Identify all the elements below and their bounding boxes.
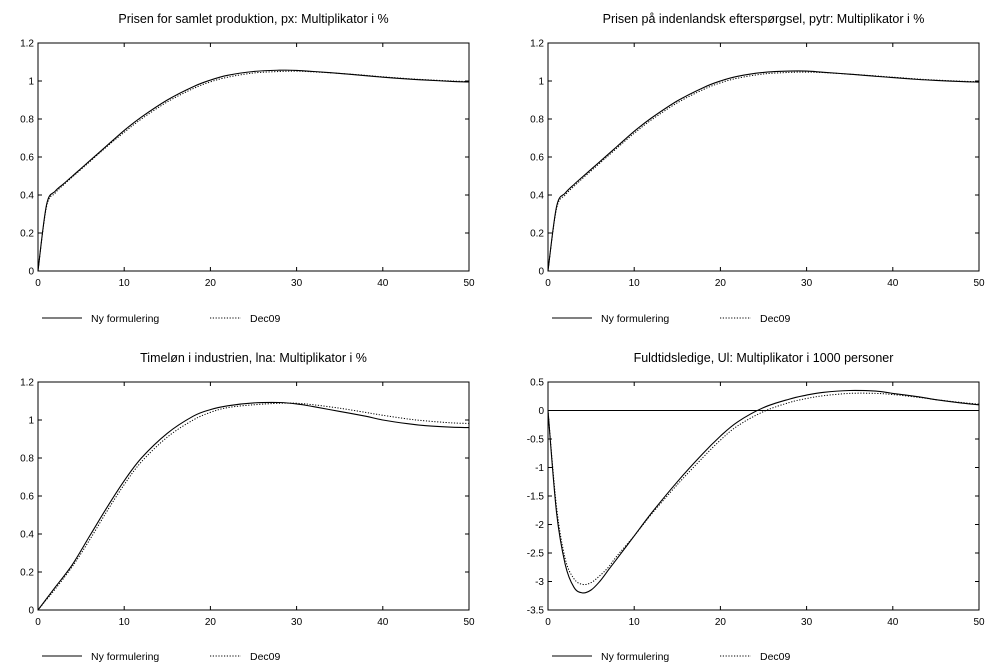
x-tick-label: 40 [377,278,389,289]
chart-legend: Ny formulering Dec09 [42,313,281,325]
series-line-ny-formulering [547,70,980,272]
y-tick-label: 0.4 [530,191,544,202]
y-tick-label: 1 [28,77,34,88]
series-line-ny-formulering [547,389,980,594]
chart-panel-4: Fuldtidsledige, Ul: Multiplikator i 1000… [527,351,985,663]
y-tick-label: -0.5 [527,435,545,446]
x-tick-label: 10 [629,617,641,628]
x-tick-label: 50 [973,617,985,628]
x-tick-label: 30 [291,617,303,628]
legend-label: Ny formulering [91,313,159,325]
x-tick-label: 0 [35,278,41,289]
series-line-dec09 [547,392,980,586]
legend-label: Dec09 [250,651,281,663]
x-tick-label: 40 [377,617,389,628]
chart-legend: Ny formulering Dec09 [552,313,791,325]
x-tick-label: 30 [801,617,813,628]
y-tick-label: 1.2 [20,39,34,50]
x-tick-label: 50 [973,278,985,289]
chart-panel-2: Prisen på indenlandsk efterspørgsel, pyt… [530,12,985,325]
y-tick-label: 0 [538,267,544,278]
chart-panel-3: Timeløn i industrien, lna: Multiplikator… [20,351,475,663]
x-tick-label: 0 [545,278,551,289]
y-tick-label: -2.5 [527,549,545,560]
legend-label: Ny formulering [91,651,159,663]
x-tick-label: 50 [463,278,475,289]
chart-title: Timeløn i industrien, lna: Multiplikator… [140,351,367,365]
plot-frame [37,381,470,611]
y-tick-label: 1 [28,416,34,427]
y-tick-label: 0.6 [530,153,544,164]
y-tick-label: 0 [538,406,544,417]
y-tick-label: -2 [535,520,544,531]
x-tick-label: 10 [119,617,131,628]
x-tick-label: 0 [35,617,41,628]
x-tick-label: 0 [545,617,551,628]
chart-title: Fuldtidsledige, Ul: Multiplikator i 1000… [634,351,894,365]
x-tick-label: 20 [205,278,217,289]
y-tick-label: -3.5 [527,606,545,617]
y-tick-label: 0.2 [20,568,34,579]
x-tick-label: 20 [715,617,727,628]
chart-panel-1: Prisen for samlet produktion, px: Multip… [20,12,475,325]
x-tick-label: 20 [205,617,217,628]
series-line-dec09 [37,402,470,611]
plot-frame [37,42,470,272]
y-tick-label: 0.8 [20,115,34,126]
legend-label: Dec09 [760,313,791,325]
x-tick-label: 10 [119,278,131,289]
y-tick-label: 1.2 [20,378,34,389]
y-tick-label: 0.8 [20,454,34,465]
y-tick-label: 0.6 [20,153,34,164]
series-line-dec09 [37,70,470,272]
series-line-dec09 [547,71,980,272]
x-tick-label: 30 [801,278,813,289]
series-line-ny-formulering [37,69,470,272]
x-tick-label: 10 [629,278,641,289]
y-tick-label: 0.5 [530,378,544,389]
y-tick-label: 1 [538,77,544,88]
y-tick-label: 0.4 [20,530,34,541]
legend-label: Dec09 [250,313,281,325]
x-tick-label: 40 [887,278,899,289]
x-tick-label: 50 [463,617,475,628]
chart-title: Prisen på indenlandsk efterspørgsel, pyt… [603,12,925,26]
x-tick-label: 40 [887,617,899,628]
legend-label: Dec09 [760,651,791,663]
y-tick-label: -1 [535,463,544,474]
plot-frame [547,42,980,272]
y-tick-label: 0.8 [530,115,544,126]
y-tick-label: -3 [535,577,544,588]
y-tick-label: 0.4 [20,191,34,202]
series-line-ny-formulering [37,401,470,611]
legend-label: Ny formulering [601,313,669,325]
y-tick-label: 0 [28,606,34,617]
legend-label: Ny formulering [601,651,669,663]
chart-legend: Ny formulering Dec09 [552,651,791,663]
x-tick-label: 20 [715,278,727,289]
plot-frame [547,381,980,611]
x-tick-label: 30 [291,278,303,289]
y-tick-label: 0.2 [530,229,544,240]
y-tick-label: -1.5 [527,492,545,503]
y-tick-label: 0 [28,267,34,278]
y-tick-label: 1.2 [530,39,544,50]
chart-legend: Ny formulering Dec09 [42,651,281,663]
y-tick-label: 0.2 [20,229,34,240]
y-tick-label: 0.6 [20,492,34,503]
chart-title: Prisen for samlet produktion, px: Multip… [118,12,388,26]
